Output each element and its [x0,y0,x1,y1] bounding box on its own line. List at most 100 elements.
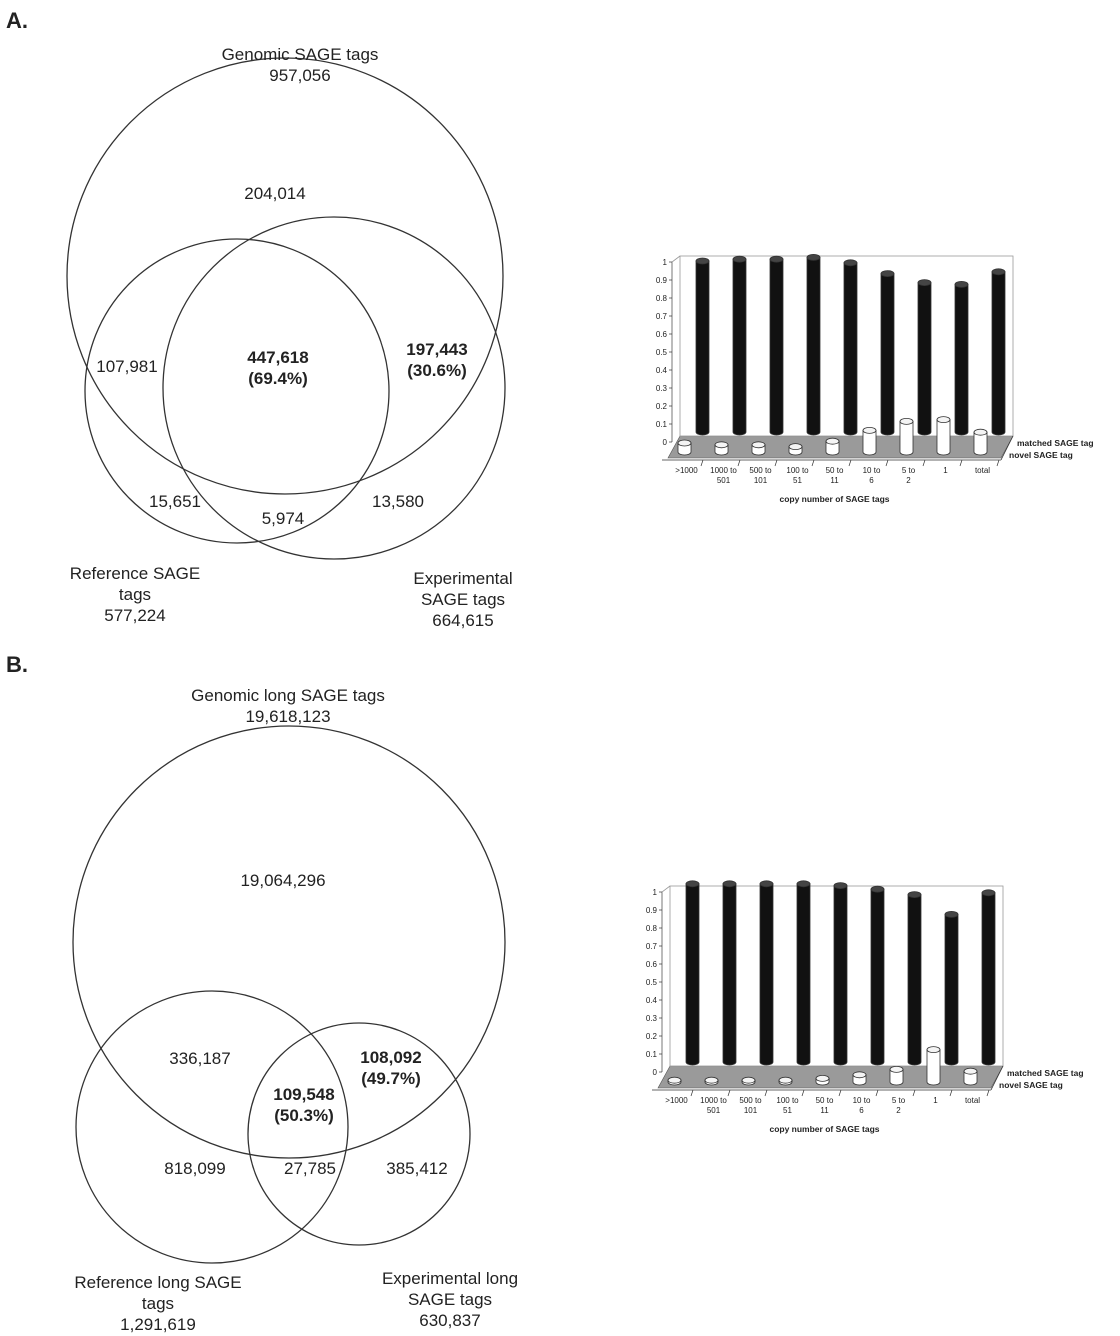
panel-b-chart-bar-matched-1-body [944,914,959,1066]
panel-a-chart-bar-matched-50-to-11 [843,259,858,436]
panel-a-chart-ytick-label-2: 0.2 [656,402,668,411]
panel-a-experimental-title: Experimental SAGE tags 664,615 [378,568,548,631]
panel-a-reference-title-l1: Reference SAGE [69,564,201,583]
panel-a-chart-bar-novel-10-to-6-top [862,426,877,434]
panel-b-chart-xtick-label-500-to-101-0: 500 to [739,1096,762,1105]
panel-a-chart-bar-novel-1000-top [677,439,692,447]
panel-a-chart-bar-novel-100-to-51-top [788,443,803,451]
panel-a-chart-xtick-label-10-to-6-0: 10 to [863,466,881,475]
panel-b-all-three-count: 109,548 [273,1085,335,1104]
panel-a-chart-ytick-label-5: 0.5 [656,348,668,357]
panel-a-chart-bar-novel-total-body [973,431,988,456]
panel-a-genomic-title-text: Genomic SAGE tags [221,45,379,64]
panel-a-chart-bar-novel-5-to-2-top [899,417,914,425]
panel-b-bar-chart: 0 0.1 0.2 0.3 0.4 0.5 0.6 0.7 0.8 0.9 1 >1000 1000 t… [646,880,1084,1134]
panel-a-experimental-count: 664,615 [432,611,494,630]
panel-b-chart-xtick-label-1000-0: >1000 [665,1096,688,1105]
panel-b-chart-bar-novel-1000-top [667,1076,682,1084]
panel-b-chart-bar-matched-500-to-101-body [759,883,774,1066]
panel-a-chart-bar-novel-10-to-6 [862,426,877,456]
panel-b-chart-bar-matched-1000-to-501-top [722,880,737,888]
panel-a-chart-xtick-mark-5 [885,459,889,467]
panel-a-chart-xtick-label-5-to-2-0: 5 to [902,466,916,475]
panel-b-experimental-title-l2: SAGE tags [407,1290,493,1309]
panel-b-chart-bar-matched-1000-to-501-body [722,883,737,1066]
panel-a-reference-title: Reference SAGE tags 577,224 [45,563,225,626]
panel-a-exp-only-value: 13,580 [372,492,424,511]
panel-b-chart-xtick-label-1000-to-501-1: 501 [707,1106,721,1115]
panel-a-chart-bar-matched-50-to-11-body [843,262,858,436]
panel-b-chart-bar-matched-5-to-2-top [907,891,922,899]
panel-b-chart-xtick-label-1-0: 1 [933,1096,938,1105]
panel-a-chart-bar-novel-1000-to-501-top [714,441,729,449]
panel-a-chart-bar-novel-5-to-2-body [899,421,914,456]
panel-b-chart-xtick-label-total-0: total [965,1096,980,1105]
panel-b-chart-xtick-mark-8 [986,1089,990,1097]
panel-b-chart-bar-novel-100-to-51-top [778,1076,793,1084]
panel-a-bar-chart: 0 0.1 0.2 0.3 0.4 0.5 0.6 0.7 0.8 0.9 1 >1000 1000 t… [656,253,1094,504]
panel-a-chart-bar-matched-5-to-2-top [917,279,932,286]
panel-b-chart-bar-novel-1000-to-501-top [704,1076,719,1084]
panel-a-chart-bar-matched-1000-to-501 [732,255,747,436]
panel-a-chart-xtick-mark-1 [737,459,741,467]
panel-b-genomic-count: 19,618,123 [245,707,331,726]
panel-a-experimental-circle [162,216,506,560]
panel-b-exp-only-value: 385,412 [386,1159,448,1178]
panel-b-chart-bar-matched-100-to-51-body [796,883,811,1066]
panel-b-experimental-title-l1: Experimental long [381,1269,519,1288]
panel-b-chart-bar-novel-5-to-2 [889,1065,904,1086]
panel-a-chart-xtick-mark-3 [811,459,815,467]
panel-b-chart-bar-novel-total-top [963,1067,978,1075]
panel-b-chart-bar-matched-50-to-11-top [833,882,848,890]
panel-a-chart-xtick-label-1000-to-501-0: 1000 to [710,466,737,475]
panel-b-chart-ytick-label-4: 0.4 [646,996,658,1005]
panel-b-chart-xtick-label-500-to-101-1: 101 [744,1106,758,1115]
panel-b-chart-bar-novel-50-to-11 [815,1074,830,1086]
panel-a-chart-bar-novel-total [973,428,988,456]
panel-a-chart-bar-matched-1000-body [695,260,710,436]
panel-a-ref-exp-value: 5,974 [261,509,305,528]
panel-b-all-three-value: 109,548 (50.3%) [249,1084,359,1126]
panel-a-genomic-title: Genomic SAGE tags 957,056 [180,44,420,86]
panel-a-chart-bar-matched-100-to-51 [806,253,821,436]
panel-b-chart-ytick-label-1: 0.1 [646,1050,658,1059]
panel-a-chart-bar-matched-total-body [991,271,1006,436]
panel-a-chart-bar-novel-1000-to-501 [714,441,729,456]
panel-a-exp-genomic-value: 197,443 (30.6%) [377,339,497,381]
panel-a-chart-ytick-label-0: 0 [663,438,668,447]
panel-a-chart-bar-novel-1000 [677,439,692,456]
panel-a-ref-genomic-value: 107,981 [96,357,158,376]
panel-a-chart-xtick-mark-4 [848,459,852,467]
panel-b-chart-xtick-mark-6 [912,1089,916,1097]
panel-b-chart-ytick-label-3: 0.3 [646,1014,658,1023]
panel-b-chart-bar-matched-10-to-6-top [870,885,885,893]
panel-a-chart-xtick-label-1000-to-501-1: 501 [717,476,731,485]
panel-b-reference-count: 1,291,619 [120,1315,196,1334]
panel-a-chart-xtick-label-1-0: 1 [943,466,948,475]
panel-a-experimental-title-l2: SAGE tags [420,590,506,609]
panel-b-chart-bar-novel-10-to-6-top [852,1071,867,1079]
panel-a-chart-bar-matched-1000-to-501-top [732,255,747,263]
panel-b-chart-bar-matched-50-to-11-body [833,885,848,1066]
panel-b-chart-xtick-label-5-to-2-0: 5 to [892,1096,906,1105]
panel-b-genomic-only-value: 19,064,296 [240,871,326,890]
panel-a-chart-xtick-mark-0 [700,459,704,467]
panel-b-chart-ytick-label-7: 0.7 [646,942,658,951]
panel-a-chart-xtick-label-total-0: total [975,466,990,475]
panel-a-chart-xtick-label-50-to-11-0: 50 to [826,466,844,475]
panel-a-chart-bar-matched-1 [954,281,969,436]
panel-b-chart-ytick-label-2: 0.2 [646,1032,658,1041]
panel-a-chart-y-axis-top [671,255,681,263]
panel-b-chart-bar-novel-1000-to-501 [704,1076,719,1086]
panel-a-chart-bar-matched-100-to-51-top [806,253,821,261]
panel-b-chart-xtick-mark-0 [690,1089,694,1097]
panel-b-chart-bar-novel-500-to-101 [741,1076,756,1086]
panel-a-chart-bar-novel-total-top [973,428,988,436]
panel-a-all-three-count: 447,618 [247,348,309,367]
panel-a-chart-legend-novel: novel SAGE tag [1009,450,1073,460]
panel-b-chart-xtick-label-10-to-6-0: 10 to [853,1096,871,1105]
panel-b-chart-bar-novel-100-to-51 [778,1076,793,1086]
panel-a-chart-xtick-mark-7 [959,459,963,467]
panel-a-chart-xtick-label-500-to-101-0: 500 to [749,466,772,475]
panel-b-chart-ytick-label-6: 0.6 [646,960,658,969]
